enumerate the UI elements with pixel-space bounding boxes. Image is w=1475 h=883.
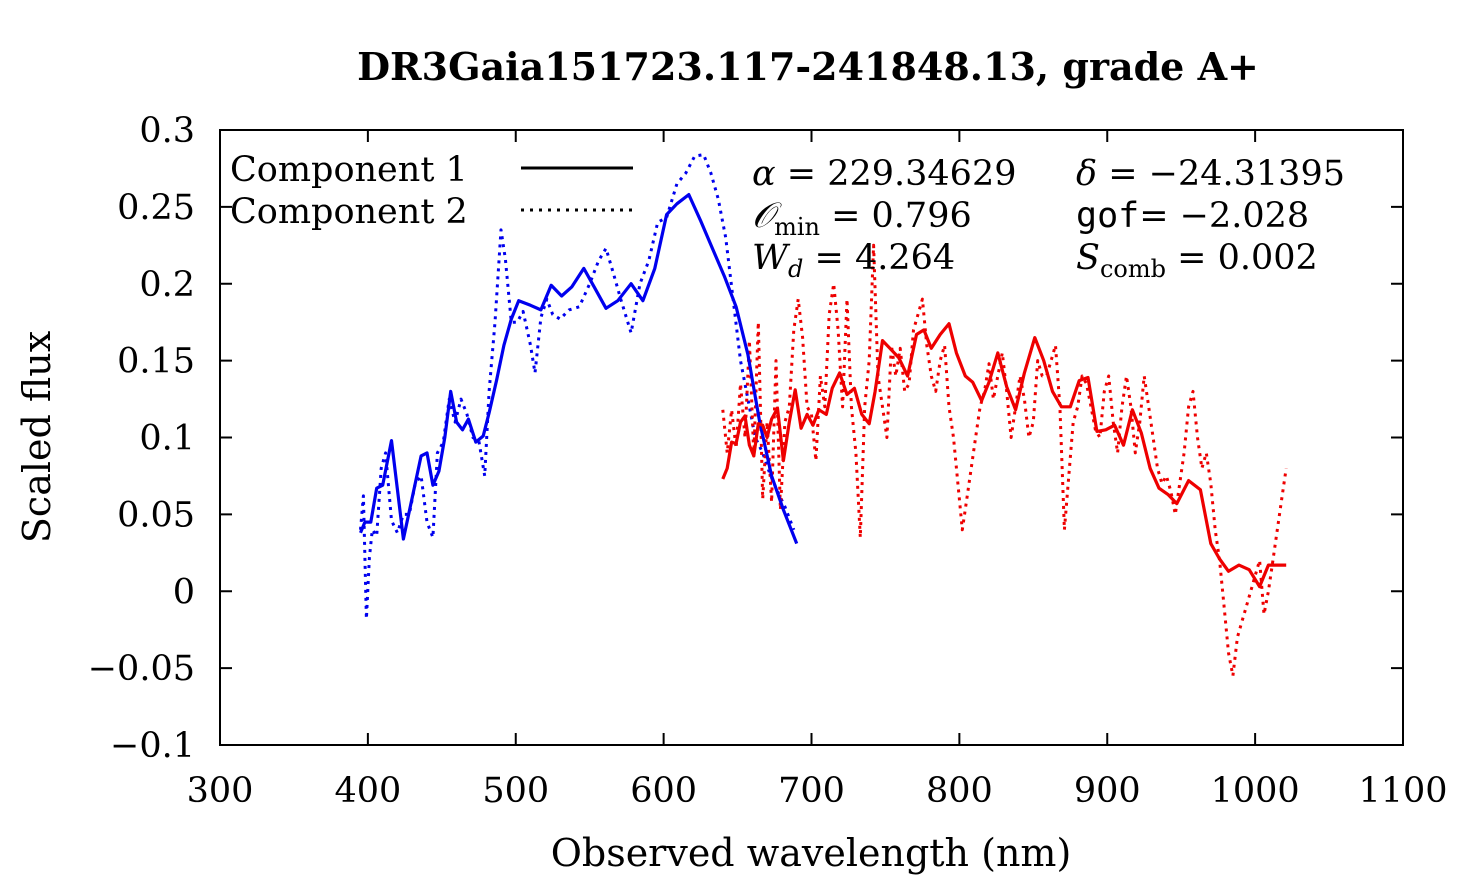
annotations: α = 229.34629 δ = −24.31395 𝒪min = 0.796… <box>752 154 1345 283</box>
axis-ticks: 300 400 500 600 700 800 900 1000 1100 0.3 0.25 0.2 0… <box>88 111 1448 811</box>
annotation-gof: gof= −2.028 <box>1076 196 1309 236</box>
x-tick-label: 1000 <box>1211 771 1300 811</box>
series-layer <box>359 153 1288 678</box>
y-tick-label: 0.1 <box>139 419 195 459</box>
y-tick-label: −0.05 <box>88 649 195 689</box>
series-line-component-2-red <box>721 243 1288 678</box>
y-tick-label: 0.3 <box>139 111 195 151</box>
chart-title: DR3Gaia151723.117-241848.13, grade A+ <box>357 44 1259 89</box>
x-tick-label: 900 <box>1074 771 1141 811</box>
x-tick-label: 400 <box>334 771 401 811</box>
x-tick-label: 1100 <box>1358 771 1447 811</box>
legend: Component 1 Component 2 <box>230 150 633 232</box>
annotation-delta: δ = −24.31395 <box>1076 154 1345 194</box>
series-line-component-1-blue <box>359 193 799 545</box>
x-tick-label: 300 <box>187 771 254 811</box>
x-axis-label: Observed wavelength (nm) <box>551 831 1072 875</box>
x-tick-label: 500 <box>482 771 549 811</box>
annotation-wd: Wd = 4.264 <box>752 238 955 283</box>
y-tick-label: 0.15 <box>117 342 195 382</box>
y-tick-label: 0 <box>173 572 195 612</box>
y-tick-label: 0.2 <box>139 265 195 305</box>
annotation-scomb: Scomb = 0.002 <box>1076 238 1318 283</box>
series-line-component-1-red <box>721 322 1287 589</box>
annotation-omin: 𝒪min = 0.796 <box>752 196 972 241</box>
series-line-component-2-blue <box>359 153 796 621</box>
y-tick-label: 0.25 <box>117 188 195 228</box>
y-tick-label: −0.1 <box>110 726 195 766</box>
y-tick-label: 0.05 <box>117 495 195 535</box>
annotation-alpha: α = 229.34629 <box>752 154 1017 194</box>
x-tick-label: 700 <box>778 771 845 811</box>
legend-label-component-1: Component 1 <box>230 150 468 190</box>
x-tick-label: 600 <box>630 771 697 811</box>
legend-label-component-2: Component 2 <box>230 192 468 232</box>
y-axis-label: Scaled flux <box>15 331 59 543</box>
x-tick-label: 800 <box>926 771 993 811</box>
